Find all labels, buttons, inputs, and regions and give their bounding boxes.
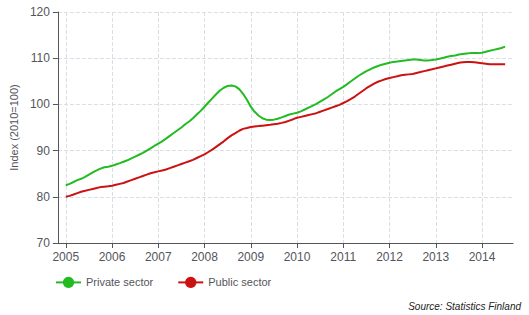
svg-text:100: 100 [30,97,50,111]
svg-text:Index (2010=100): Index (2010=100) [8,84,20,171]
svg-text:2011: 2011 [330,250,356,264]
svg-text:2008: 2008 [191,250,218,264]
svg-text:2010: 2010 [284,250,311,264]
svg-text:2012: 2012 [376,250,403,264]
svg-text:80: 80 [37,190,51,204]
svg-text:110: 110 [31,51,50,65]
svg-text:2006: 2006 [99,250,126,264]
svg-text:90: 90 [37,144,51,158]
svg-text:70: 70 [37,236,51,250]
svg-text:Source: Statistics Finland: Source: Statistics Finland [408,301,521,312]
svg-text:2014: 2014 [469,250,496,264]
svg-text:2005: 2005 [52,250,79,264]
svg-text:2009: 2009 [237,250,264,264]
svg-text:Public sector: Public sector [208,276,271,288]
svg-text:120: 120 [30,5,50,19]
svg-text:2013: 2013 [422,250,449,264]
svg-text:Private sector: Private sector [86,276,154,288]
svg-text:2007: 2007 [145,250,172,264]
